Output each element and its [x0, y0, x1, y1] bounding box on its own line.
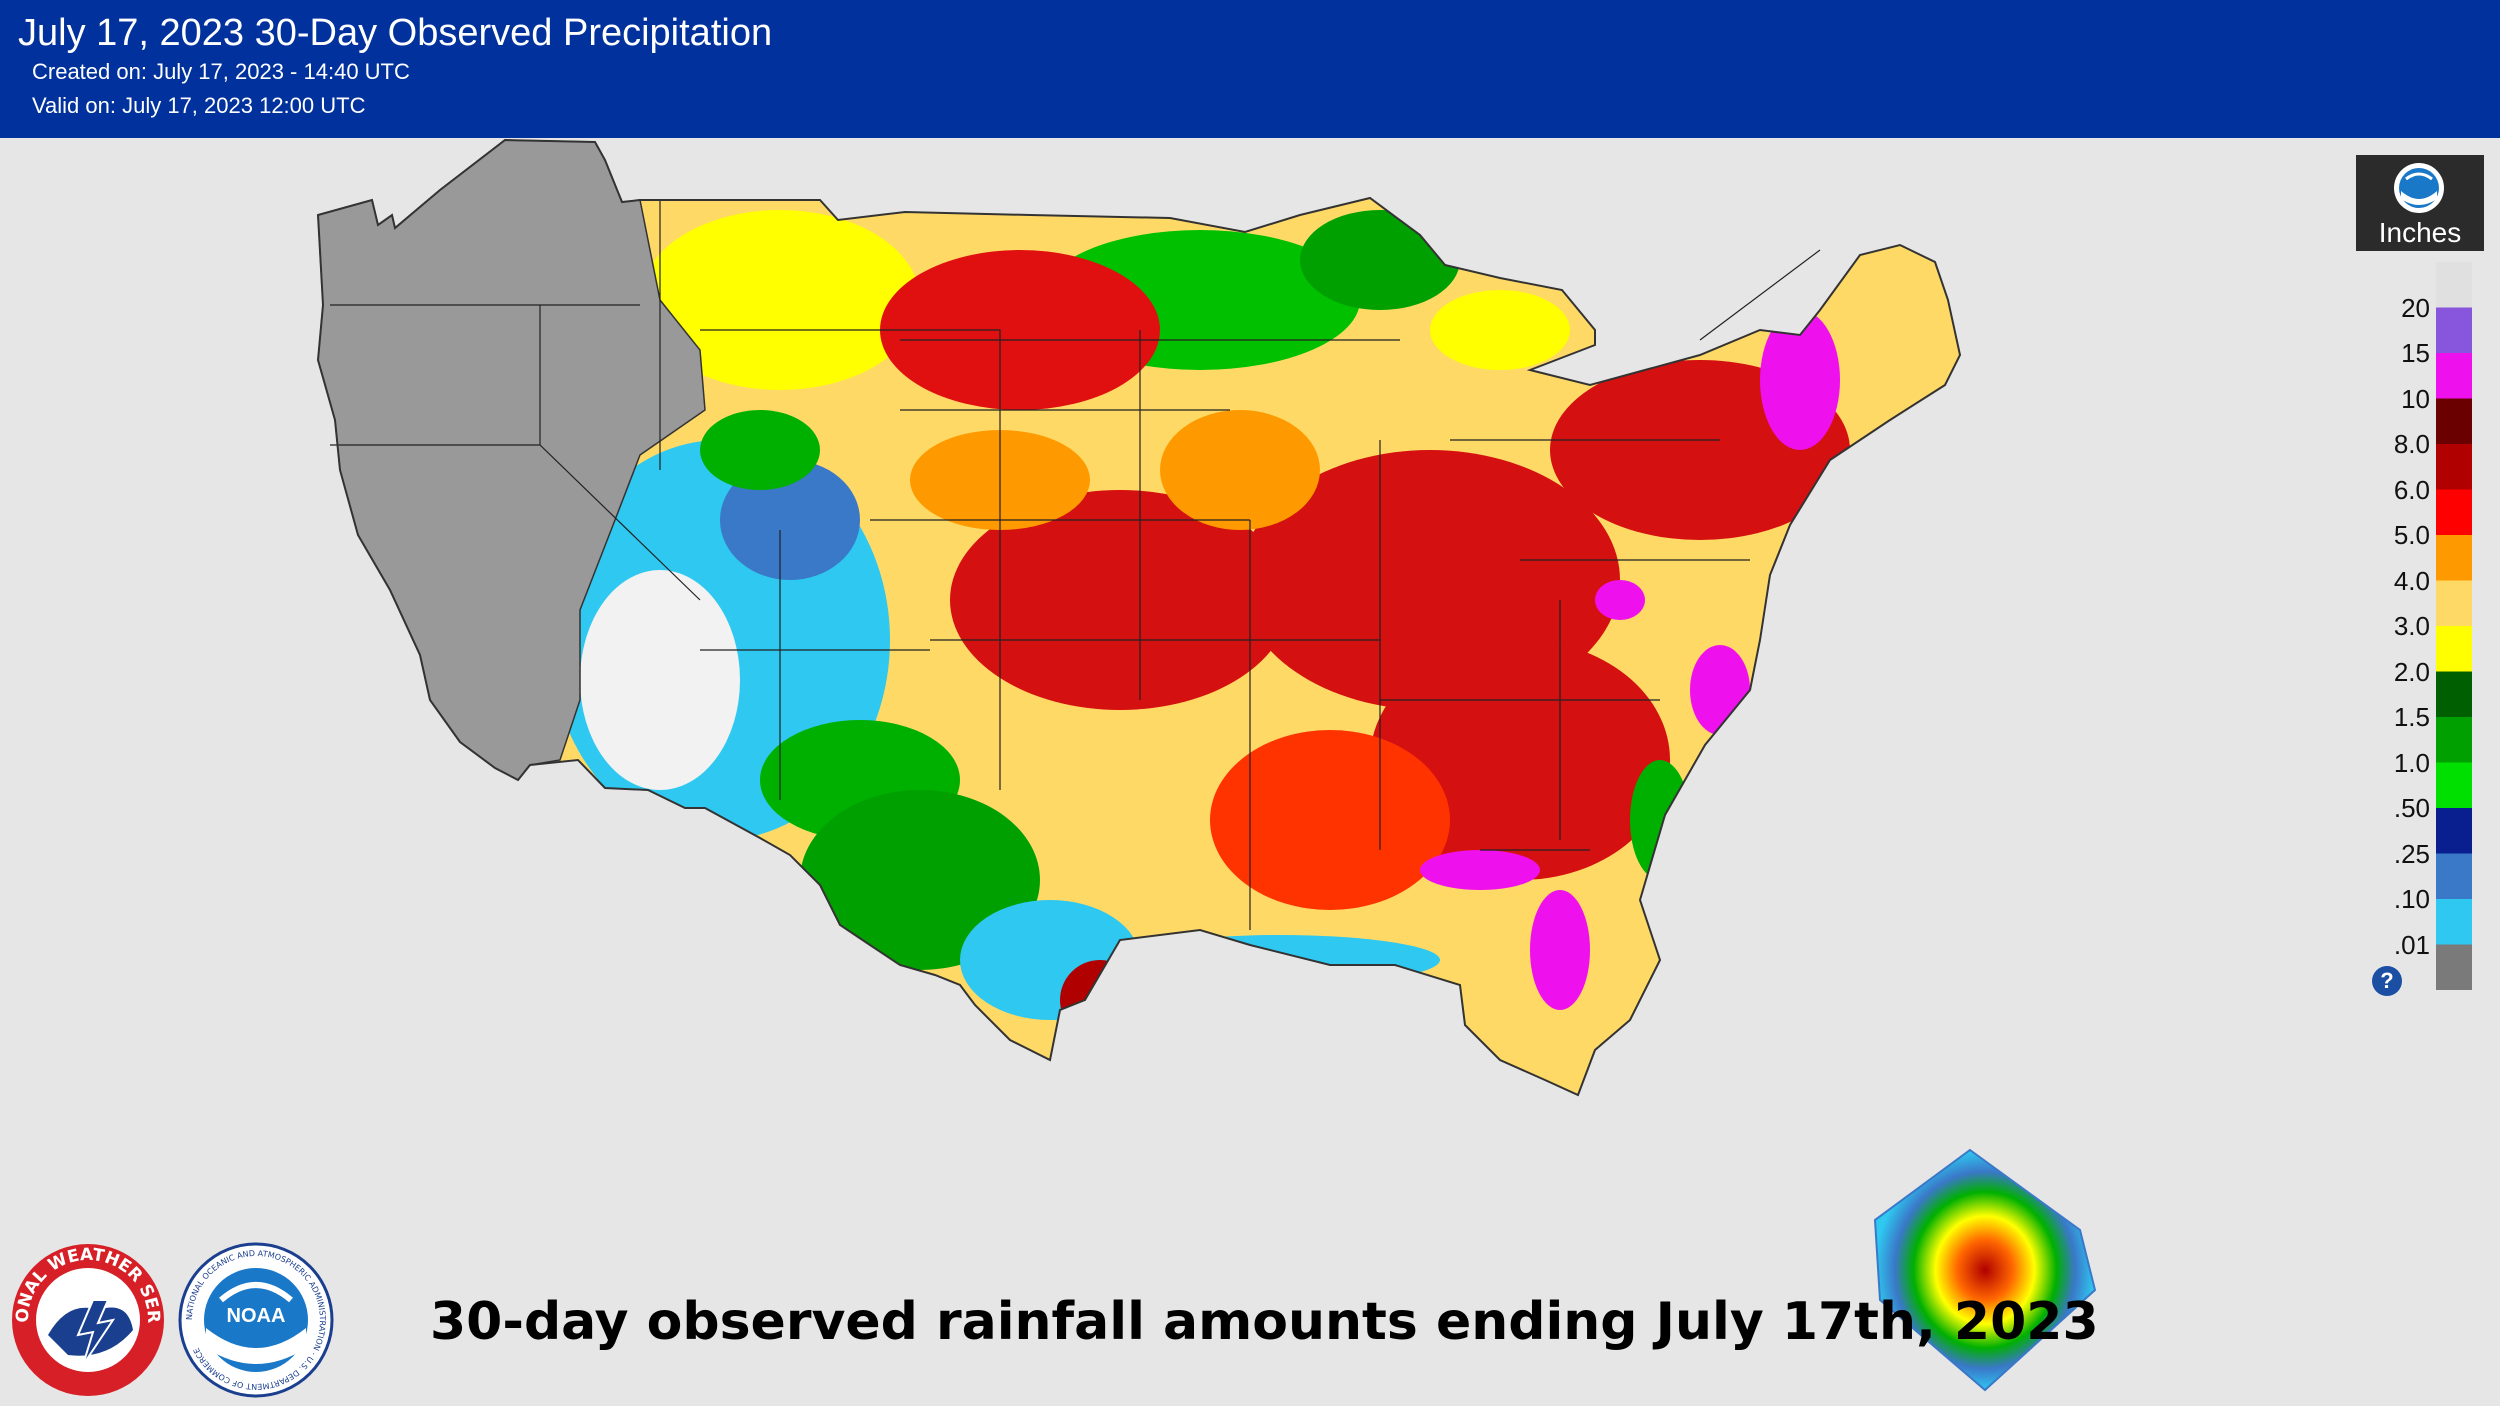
map-title: July 17, 2023 30-Day Observed Precipitat… — [18, 12, 773, 54]
legend-badge: Inches — [2356, 155, 2484, 251]
valid-timestamp: Valid on: July 17, 2023 12:00 UTC — [32, 93, 366, 118]
legend-swatch — [2436, 444, 2472, 490]
legend-swatch — [2436, 717, 2472, 763]
legend-swatch — [2436, 307, 2472, 353]
legend-label: .25 — [2393, 838, 2430, 869]
legend-label: 10 — [2401, 383, 2430, 414]
noaa-logo-text: NOAA — [227, 1305, 286, 1327]
nws-logo: NATIONAL WEATHER SERVICE — [8, 1240, 164, 1396]
legend-label: 1.0 — [2393, 747, 2430, 778]
legend-label: 5.0 — [2393, 520, 2430, 550]
legend-swatch — [2436, 353, 2472, 399]
legend-label: 1.5 — [2393, 702, 2430, 732]
legend-swatch — [2436, 899, 2472, 945]
map-header: July 17, 2023 30-Day Observed Precipitat… — [0, 0, 2500, 138]
legend-swatch — [2436, 944, 2472, 990]
legend-swatch — [2436, 580, 2472, 626]
legend-swatch — [2436, 808, 2472, 854]
legend-labels: 20 15 10 8.0 6.0 5.0 4.0 3.0 2.0 1.5 1.0 .50 .25 .10.… — [2360, 290, 2430, 980]
legend-swatch — [2436, 489, 2472, 535]
noaa-mini-logo — [2394, 163, 2444, 213]
legend-label: .50 — [2393, 793, 2430, 823]
inset-region — [1873, 1148, 2097, 1392]
legend-label: 6.0 — [2393, 474, 2430, 505]
legend-swatch — [2436, 671, 2472, 717]
legend-label: 15 — [2401, 338, 2430, 368]
legend-label: 20 — [2401, 292, 2430, 323]
legend-swatch — [2436, 398, 2472, 444]
legend-swatch — [2436, 535, 2472, 581]
map-caption: 30-day observed rainfall amounts ending … — [430, 1292, 2099, 1352]
legend-unit: Inches — [2378, 217, 2462, 248]
legend-swatch — [2436, 262, 2472, 308]
legend-swatch — [2436, 626, 2472, 672]
legend-label: .10 — [2393, 884, 2430, 914]
legend-swatch — [2436, 853, 2472, 899]
legend-label: 4.0 — [2393, 565, 2430, 596]
legend-color-bar — [2436, 262, 2472, 990]
legend-label: 8.0 — [2393, 429, 2430, 459]
help-icon[interactable]: ? — [2372, 966, 2402, 996]
state-borders — [330, 200, 1821, 930]
legend-label: 3.0 — [2393, 611, 2430, 641]
noaa-logo: NOAA NATIONAL OCEANIC AND ATMOSPHERIC AD… — [178, 1242, 334, 1398]
legend-swatch — [2436, 762, 2472, 808]
legend-label: .01 — [2393, 929, 2430, 960]
legend-label: 2.0 — [2393, 656, 2430, 687]
conus-outline — [316, 138, 1962, 1097]
created-timestamp: Created on: July 17, 2023 - 14:40 UTC — [32, 59, 410, 84]
